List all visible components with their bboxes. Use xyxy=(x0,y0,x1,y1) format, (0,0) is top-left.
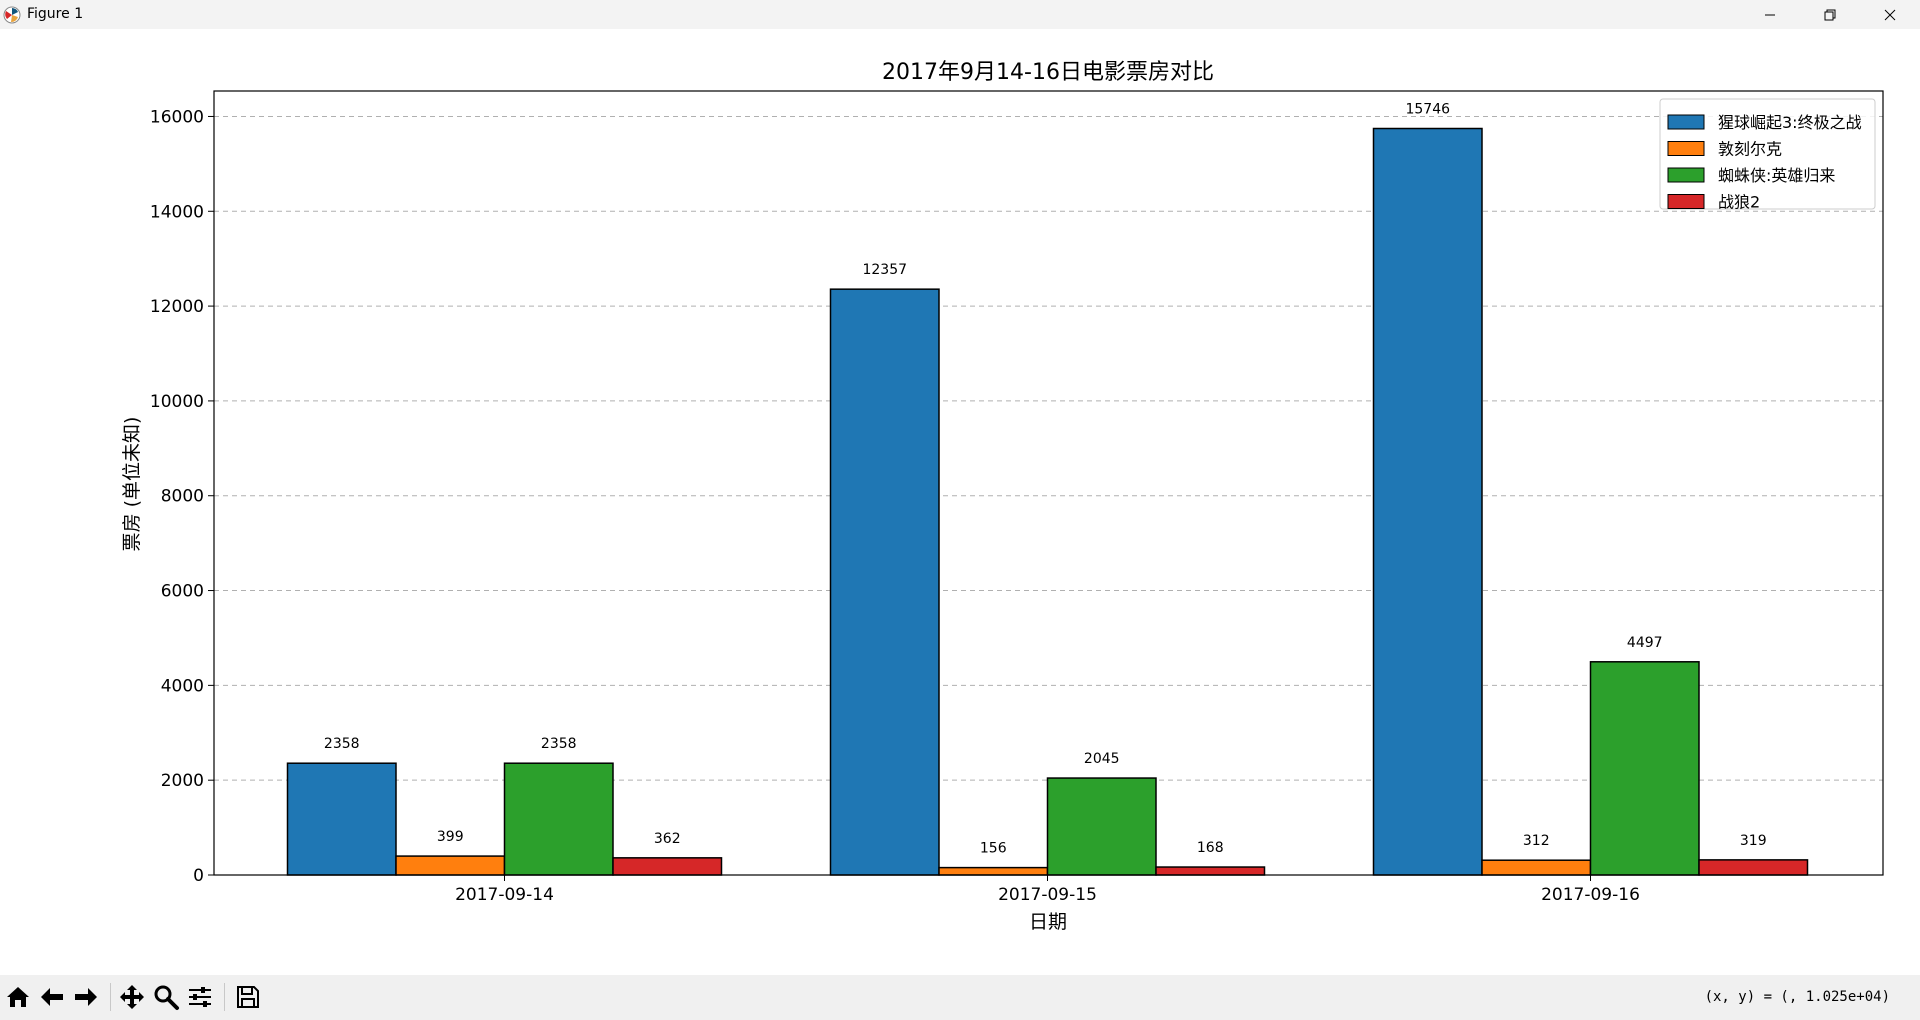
matplotlib-logo-icon xyxy=(3,6,21,24)
window-titlebar: Figure 1 xyxy=(0,0,1920,29)
toolbar-separator xyxy=(224,983,225,1011)
y-tick-label: 2000 xyxy=(161,771,204,791)
bar xyxy=(829,288,940,876)
bar xyxy=(1046,777,1157,876)
minimize-button[interactable] xyxy=(1740,0,1800,29)
y-tick-label: 4000 xyxy=(161,676,204,696)
cursor-coordinates: (x, y) = (, 1.025e+04) xyxy=(1704,989,1890,1005)
bar-value-label: 12357 xyxy=(862,262,907,278)
x-axis: 2017-09-14 2017-09-15 2017-09-16 xyxy=(455,875,1640,905)
forward-button[interactable] xyxy=(70,981,102,1013)
home-icon xyxy=(7,987,29,1007)
data-labels: 2358 399 2358 362 12357 156 2045 168 15746 312 449… xyxy=(324,102,1767,857)
restore-icon xyxy=(1824,9,1836,20)
legend-swatch xyxy=(1667,114,1705,130)
x-tick-label: 2017-09-16 xyxy=(1541,885,1640,905)
bar xyxy=(1372,127,1483,876)
bar-value-label: 399 xyxy=(437,829,464,845)
close-button[interactable] xyxy=(1860,0,1920,29)
y-tick-label: 8000 xyxy=(161,487,204,507)
bar-value-label: 2358 xyxy=(541,736,577,752)
home-button[interactable] xyxy=(2,981,34,1013)
zoom-button[interactable] xyxy=(150,981,182,1013)
save-button[interactable] xyxy=(232,981,264,1013)
y-axis: 0 2000 4000 6000 8000 10000 12000 14000 16000 xyxy=(150,107,214,886)
bars xyxy=(286,127,1809,876)
minimize-icon xyxy=(1765,14,1775,15)
legend-entry-label: 蜘蛛侠:英雄归来 xyxy=(1718,166,1835,185)
bar-value-label: 4497 xyxy=(1627,635,1663,651)
bar-value-label: 2358 xyxy=(324,736,360,752)
bar-value-label: 156 xyxy=(980,841,1007,857)
figure-canvas[interactable]: 2017年9月14-16日电影票房对比 2358 399 2358 362 12357 1… xyxy=(0,29,1920,975)
configure-subplots-button[interactable] xyxy=(184,981,216,1013)
bar-value-label: 168 xyxy=(1197,840,1224,856)
arrow-right-icon xyxy=(75,988,97,1006)
back-button[interactable] xyxy=(36,981,68,1013)
bar-value-label: 362 xyxy=(654,831,681,847)
y-tick-label: 14000 xyxy=(150,202,204,222)
legend-entry-label: 敦刻尔克 xyxy=(1718,140,1782,159)
magnifier-icon xyxy=(154,985,179,1010)
bar xyxy=(938,866,1049,876)
legend-entry-label: 猩球崛起3:终极之战 xyxy=(1718,113,1862,132)
restore-button[interactable] xyxy=(1800,0,1860,29)
bar-value-label: 312 xyxy=(1523,833,1550,849)
toolbar-separator xyxy=(110,983,111,1011)
navigation-toolbar: (x, y) = (, 1.025e+04) xyxy=(0,975,1920,1020)
close-icon xyxy=(1884,9,1896,20)
y-tick-label: 10000 xyxy=(150,392,204,412)
floppy-disk-icon xyxy=(237,986,259,1008)
bar xyxy=(1698,859,1809,876)
y-tick-label: 0 xyxy=(193,866,204,886)
bar-value-label: 15746 xyxy=(1405,102,1450,118)
bar xyxy=(395,855,506,876)
bar xyxy=(1589,661,1700,876)
chart-title: 2017年9月14-16日电影票房对比 xyxy=(882,60,1214,85)
bar xyxy=(503,762,614,876)
legend-swatch xyxy=(1667,141,1705,156)
y-tick-label: 16000 xyxy=(150,107,204,127)
x-axis-label: 日期 xyxy=(1029,911,1067,933)
arrow-left-icon xyxy=(41,988,63,1006)
legend-swatch xyxy=(1667,194,1705,209)
pan-button[interactable] xyxy=(116,981,148,1013)
bar-value-label: 2045 xyxy=(1084,751,1120,767)
bar xyxy=(612,857,723,876)
move-icon xyxy=(120,985,144,1009)
bar xyxy=(286,762,397,876)
plot-area-frame xyxy=(213,90,1884,876)
bar-chart: 2017年9月14-16日电影票房对比 2358 399 2358 362 12357 1… xyxy=(121,60,1884,933)
bar xyxy=(1155,866,1266,876)
bar-value-label: 319 xyxy=(1740,833,1767,849)
window-title: Figure 1 xyxy=(27,6,84,22)
bar xyxy=(1481,859,1592,876)
sliders-icon xyxy=(189,987,211,1007)
y-tick-label: 12000 xyxy=(150,297,204,317)
x-tick-label: 2017-09-15 xyxy=(998,885,1097,905)
y-axis-label: 票房 (单位未知) xyxy=(121,417,143,552)
y-tick-label: 6000 xyxy=(161,582,204,602)
x-tick-label: 2017-09-14 xyxy=(455,885,554,905)
legend-swatch xyxy=(1667,167,1705,183)
legend-box xyxy=(1659,98,1876,210)
legend-entry-label: 战狼2 xyxy=(1718,193,1760,212)
